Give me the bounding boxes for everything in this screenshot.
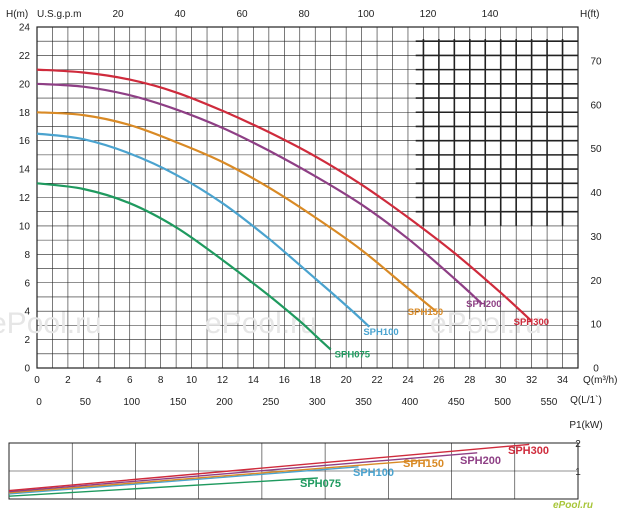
- right-tick-label: 10: [590, 320, 602, 331]
- power-line-sph300: [8, 443, 530, 492]
- power-line-sph100: [8, 466, 359, 495]
- series-label-sph075: SPH075: [335, 350, 371, 361]
- y-tick-label: 24: [19, 23, 31, 34]
- power-label-sph200: SPH200: [460, 455, 501, 467]
- top-tick-label: 140: [482, 9, 499, 20]
- watermark-layer: ePool.ru ePool.ru ePool.ru: [0, 307, 542, 340]
- x-tick-label: 16: [279, 375, 291, 386]
- power-label-sph100: SPH100: [353, 467, 394, 479]
- x-tick-label: 20: [341, 375, 353, 386]
- x-tick-label: 34: [557, 375, 569, 386]
- brand-logo: ePool.ru: [553, 500, 593, 511]
- top-tick-label: 60: [236, 9, 248, 20]
- top-tick-label: 120: [420, 9, 437, 20]
- series-label-sph200: SPH200: [466, 299, 501, 310]
- y-tick-label: 18: [19, 108, 31, 119]
- y-tick-label: 8: [24, 250, 30, 261]
- y-tick-label: 6: [24, 278, 30, 289]
- x-tick-label: 10: [186, 375, 198, 386]
- curve-sph100: [36, 132, 371, 328]
- x-axis-title-lpm: Q(L/1`): [570, 394, 602, 406]
- power-line-sph150: [8, 459, 429, 494]
- series-label-sph300: SPH300: [514, 317, 549, 328]
- y-tick-label: 22: [19, 51, 31, 62]
- x-tick-label: 6: [127, 375, 133, 386]
- y-tick-label: 20: [19, 79, 31, 90]
- y-tick-label: 0: [24, 364, 30, 375]
- power-axis-title: P1(kW): [569, 420, 602, 431]
- lpm-tick-label: 450: [448, 397, 465, 408]
- top-tick-label: 20: [112, 9, 124, 20]
- lpm-tick-label: 50: [80, 397, 92, 408]
- x-tick-label: 8: [158, 375, 164, 386]
- x-tick-label: 28: [464, 375, 476, 386]
- y-tick-label: 10: [19, 221, 31, 232]
- y-tick-label: 4: [24, 307, 30, 318]
- power-label-sph300: SPH300: [508, 445, 549, 457]
- top-axis-title: U.S.g.p.m: [37, 9, 81, 20]
- lpm-tick-label: 250: [262, 397, 279, 408]
- curves-layer: [8, 68, 533, 497]
- lpm-tick-label: 0: [36, 397, 42, 408]
- lpm-tick-label: 400: [402, 397, 419, 408]
- watermark-text: ePool.ru: [205, 307, 317, 340]
- watermark-text: ePool.ru: [0, 307, 102, 340]
- x-tick-label: 22: [371, 375, 383, 386]
- right-tick-label: 60: [590, 100, 602, 111]
- x-tick-label: 30: [495, 375, 507, 386]
- x-tick-label: 14: [248, 375, 260, 386]
- power-line-sph200: [8, 452, 478, 493]
- power-y-tick-label: 2: [575, 439, 581, 450]
- x-tick-label: 4: [96, 375, 102, 386]
- y-tick-label: 2: [24, 335, 30, 346]
- right-tick-label: 40: [590, 188, 602, 199]
- power-line-sph075: [8, 477, 318, 497]
- curve-sph075: [36, 182, 332, 351]
- top-tick-label: 40: [174, 9, 186, 20]
- series-labels: SPH075 SPH100 SPH150 SPH200 SPH300 SPH075 SPH1…: [300, 299, 593, 511]
- lpm-tick-label: 100: [123, 397, 140, 408]
- power-y-tick-label: 1: [575, 467, 581, 478]
- x-tick-label: 32: [526, 375, 538, 386]
- lpm-tick-label: 150: [170, 397, 187, 408]
- x-tick-label: 12: [217, 375, 229, 386]
- power-label-sph150: SPH150: [403, 458, 444, 470]
- x-tick-label: 18: [310, 375, 322, 386]
- lpm-tick-label: 550: [541, 397, 558, 408]
- x-axis-title: Q(m³/h): [583, 375, 617, 386]
- curve-sph200: [36, 82, 483, 305]
- curve-sph150: [36, 111, 437, 313]
- right-tick-label: 50: [590, 144, 602, 155]
- power-label-sph075: SPH075: [300, 478, 341, 490]
- series-label-sph150: SPH150: [408, 307, 443, 318]
- curve-sph300: [36, 68, 533, 322]
- top-tick-label: 80: [298, 9, 310, 20]
- right-axis-title: H(ft): [580, 9, 599, 20]
- right-tick-label: 70: [590, 57, 602, 68]
- x-tick-label: 26: [433, 375, 445, 386]
- y-tick-label: 12: [19, 193, 31, 204]
- right-tick-label: 0: [593, 364, 599, 375]
- x-tick-label: 24: [402, 375, 414, 386]
- y-tick-label: 16: [19, 136, 31, 147]
- x-tick-label: 0: [34, 375, 40, 386]
- lpm-tick-label: 200: [216, 397, 233, 408]
- right-tick-label: 20: [590, 276, 602, 287]
- lpm-tick-label: 350: [355, 397, 372, 408]
- lpm-tick-label: 300: [309, 397, 326, 408]
- series-label-sph100: SPH100: [363, 327, 398, 338]
- x-tick-label: 2: [65, 375, 71, 386]
- grid: [8, 26, 579, 500]
- lpm-tick-label: 500: [494, 397, 511, 408]
- y-tick-label: 14: [19, 165, 31, 176]
- right-tick-label: 30: [590, 232, 602, 243]
- top-tick-label: 100: [358, 9, 375, 20]
- y-axis-title: H(m): [6, 9, 28, 20]
